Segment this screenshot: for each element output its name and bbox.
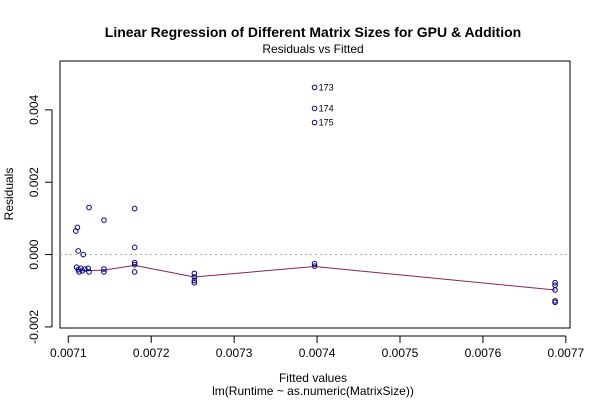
data-point — [191, 277, 198, 284]
data-point — [191, 270, 198, 277]
data-point — [311, 84, 318, 91]
data-point — [552, 299, 558, 306]
x-axis: 0.0071 0.0072 0.0073 0.0074 0.0075 0.0076 0.00… — [50, 335, 585, 360]
x-tick-label: 0.0076 — [465, 346, 502, 360]
data-point — [101, 269, 107, 275]
point-labels: 173 174 175 — [319, 82, 334, 127]
data-point — [82, 266, 88, 272]
data-point — [131, 261, 138, 268]
chart-title: Linear Regression of Different Matrix Si… — [105, 24, 521, 40]
point-label: 173 — [319, 82, 334, 92]
y-tick-label: 0.002 — [27, 167, 41, 197]
y-tick-label: -0.002 — [27, 310, 41, 344]
data-point — [101, 266, 107, 272]
x-tick-label: 0.0071 — [50, 346, 87, 360]
data-point — [75, 248, 82, 254]
data-point — [86, 204, 92, 211]
x-axis-label: Fitted values — [279, 371, 347, 385]
plot-area-box — [59, 60, 571, 329]
data-point — [552, 279, 558, 286]
data-point — [101, 217, 107, 223]
data-point — [131, 269, 138, 275]
x-tick-label: 0.0074 — [299, 346, 336, 360]
y-axis-label: Residuals — [2, 168, 16, 221]
y-axis: -0.002 0.000 0.002 0.004 — [27, 95, 53, 344]
data-point — [311, 263, 318, 269]
x-tick-label: 0.0073 — [216, 346, 253, 360]
data-point — [74, 224, 81, 231]
data-point — [191, 279, 198, 286]
x-tick-label: 0.0077 — [548, 346, 585, 360]
data-point — [80, 251, 87, 258]
chart-subtitle: Residuals vs Fitted — [262, 42, 363, 56]
x-tick-label: 0.0075 — [382, 346, 419, 360]
y-tick-label: 0.004 — [27, 95, 41, 125]
data-point — [86, 269, 92, 275]
smooth-trend-line — [76, 264, 556, 291]
data-point — [552, 287, 558, 293]
point-label: 174 — [319, 103, 334, 113]
data-point — [311, 260, 318, 267]
data-point — [131, 205, 138, 212]
x-tick-label: 0.0072 — [133, 346, 170, 360]
data-points — [72, 84, 558, 306]
data-point — [131, 244, 138, 251]
x-axis-model-label: lm(Runtime ~ as.numeric(MatrixSize)) — [212, 384, 414, 398]
data-point — [85, 265, 91, 272]
data-point — [191, 274, 198, 280]
y-tick-label: 0.000 — [27, 239, 41, 269]
data-point — [311, 105, 318, 112]
data-point — [131, 259, 138, 266]
data-point — [311, 119, 318, 126]
point-label: 175 — [319, 118, 334, 128]
